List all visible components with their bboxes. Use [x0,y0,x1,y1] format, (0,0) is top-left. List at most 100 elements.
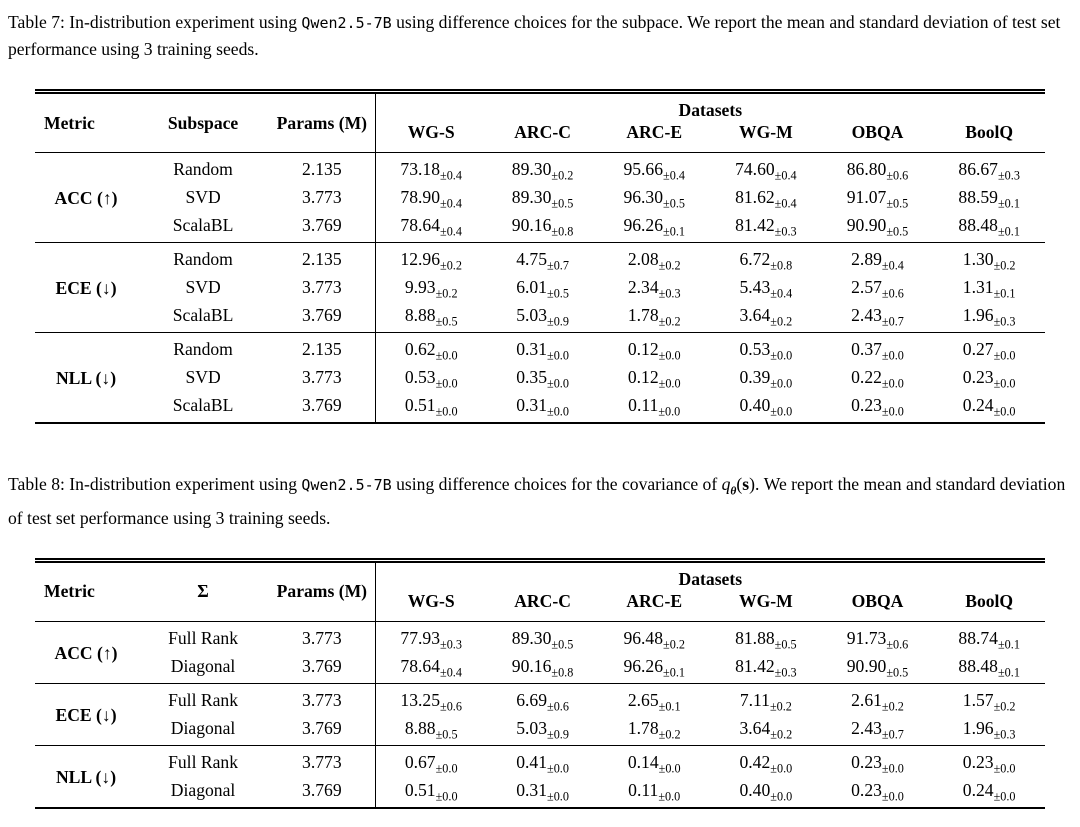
metric-group: ECE (↓) Full Rank 3.773 13.25±0.6 6.69±0.6 2.… [35,683,1045,746]
value-cell: 77.93±0.3 [374,621,487,653]
value-cell: 0.23±0.0 [822,745,934,776]
std-value: ±0.2 [993,699,1016,714]
value-cell: 89.30±0.5 [487,184,599,212]
std-value: ±0.2 [435,286,458,301]
std-value: ±0.5 [435,727,458,742]
params-value: 3.773 [302,367,342,387]
caption-part-var: q [721,474,731,494]
value-cell: 96.26±0.1 [598,652,710,683]
mean-value: 0.53 [404,367,436,387]
col-header-variant: Subspace [137,91,270,153]
mean-value: 88.48 [958,655,998,676]
mean-value: 1.31 [962,277,994,297]
table-7-results: Metric Subspace Params (M) Datasets WG-S ARC-… [35,89,1045,424]
value-cell: 78.64±0.4 [374,652,487,684]
mean-value: 0.67 [404,751,436,772]
value-cell: 86.80±0.6 [822,153,934,184]
value-cell: 0.42±0.0 [710,745,822,776]
std-value: ±0.0 [993,789,1016,804]
value-cell: 2.65±0.1 [598,683,710,714]
value-cell: 90.90±0.5 [822,212,934,243]
value-cell: 0.27±0.0 [933,333,1045,364]
mean-value: 88.48 [958,215,998,235]
value-cell: 91.07±0.5 [822,184,934,212]
std-value: ±0.2 [658,727,681,742]
value-cell: 3.64±0.2 [710,714,822,745]
std-value: ±0.2 [770,727,793,742]
mean-value: 4.75 [516,249,547,269]
std-value: ±0.0 [770,761,793,776]
std-value: ±0.0 [547,789,569,804]
variant-label: ScalaBL [172,395,234,415]
mean-value: 1.30 [962,249,994,269]
col-header-dataset-wg-m: WG-M [710,121,822,153]
value-cell: 12.96±0.2 [374,242,487,274]
value-cell: 0.24±0.0 [933,392,1045,424]
params-value: 2.135 [302,159,342,179]
std-value: ±0.3 [774,224,797,239]
mean-value: 89.30 [511,159,552,179]
col-header-metric: Metric [35,91,138,153]
metric-group: NLL (↓) Full Rank 3.773 0.67±0.0 0.41±0.0 0.1… [35,745,1045,808]
value-cell: 88.59±0.1 [933,184,1045,212]
mean-value: 81.62 [735,187,775,207]
std-value: ±0.1 [663,224,685,239]
mean-value: 0.35 [516,367,547,387]
std-value: ±0.6 [881,286,904,301]
value-cell: 1.96±0.3 [933,302,1045,333]
std-value: ±0.5 [551,196,574,211]
params-value: 3.769 [302,717,342,738]
value-cell: 0.23±0.0 [933,364,1045,392]
table-row: Diagonal 3.769 78.64±0.4 90.16±0.8 96.26±0.1… [35,652,1045,684]
table-row: ScalaBL 3.769 8.88±0.5 5.03±0.9 1.78±0.2 3.64… [35,301,1045,333]
std-value: ±0.1 [997,224,1020,239]
value-cell: 0.31±0.0 [487,776,599,808]
mean-value: 74.60 [735,159,775,179]
col-header-params: Params (M) [269,91,376,153]
value-cell: 0.40±0.0 [710,776,822,808]
std-value: ±0.4 [440,168,462,183]
mean-value: 8.88 [404,717,436,738]
caption-part-paren: ) [749,474,755,494]
col-header-dataset-obqa: OBQA [821,121,934,153]
mean-value: 0.39 [739,367,771,387]
mean-value: 77.93 [400,627,440,648]
mean-value: 0.23 [962,367,994,387]
col-header-dataset-arc-c: ARC-C [486,589,599,622]
std-value: ±0.0 [881,376,904,391]
metric-label: ECE (↓) [55,704,117,725]
std-value: ±0.0 [547,761,569,776]
std-value: ±0.4 [774,168,797,183]
mean-value: 8.88 [404,305,436,325]
std-value: ±0.0 [435,789,458,804]
value-cell: 0.31±0.0 [487,392,599,424]
std-value: ±0.0 [881,348,904,363]
value-cell: 90.90±0.5 [822,652,934,683]
value-cell: 81.42±0.3 [710,212,822,243]
std-value: ±0.6 [547,699,569,714]
std-value: ±0.5 [551,637,574,652]
std-value: ±0.0 [993,404,1016,419]
mean-value: 91.07 [846,187,887,207]
value-cell: 0.51±0.0 [374,776,487,808]
metric-group: ECE (↓) Random 2.135 12.96±0.2 4.75±0.7 2.08±… [35,242,1045,333]
value-cell: 2.34±0.3 [598,274,710,302]
params-value: 3.769 [302,779,342,800]
params-value: 3.773 [302,751,342,772]
std-value: ±0.0 [881,761,904,776]
mean-value: 0.23 [962,751,994,772]
mean-value: 13.25 [400,689,440,710]
value-cell: 1.30±0.2 [933,243,1045,274]
mean-value: 96.30 [623,187,664,207]
table-row: ACC (↑) Full Rank 3.773 77.93±0.3 89.30±0.5 9… [35,621,1045,663]
value-cell: 88.74±0.1 [933,621,1045,652]
std-value: ±0.3 [997,168,1020,183]
mean-value: 88.59 [958,187,998,207]
params-value: 3.769 [302,305,342,325]
table-row: SVD 3.773 0.53±0.0 0.35±0.0 0.12±0.0 0.39±0.0… [35,363,1045,392]
caption-part-text: Table 7: In-distribution experiment usin… [8,12,302,32]
std-value: ±0.6 [886,168,909,183]
mean-value: 0.23 [851,751,882,772]
mean-value: 2.89 [851,249,882,269]
table-row: Diagonal 3.769 8.88±0.5 5.03±0.9 1.78±0.2 3.6… [35,714,1045,746]
